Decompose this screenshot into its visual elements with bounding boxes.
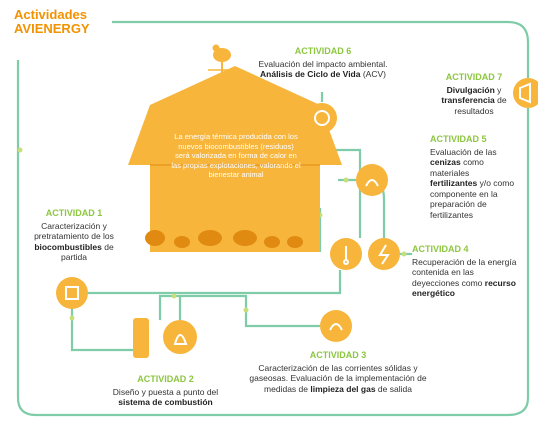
- activity-6: ACTIVIDAD 6 Evaluación del impacto ambie…: [258, 46, 388, 80]
- dot: [402, 252, 407, 257]
- text-bold: limpieza del gas: [310, 384, 375, 394]
- activity-2: ACTIVIDAD 2 Diseño y puesta a punto del …: [98, 374, 233, 408]
- page: ActividadesAVIENERGY La energía térmica …: [0, 0, 538, 424]
- dot: [18, 148, 23, 153]
- text-bold: sistema de combustión: [118, 397, 212, 407]
- activity-title: ACTIVIDAD 1: [26, 208, 122, 219]
- text: Caracterización y pretratamiento de los: [34, 221, 114, 242]
- activity-title: ACTIVIDAD 2: [98, 374, 233, 385]
- icon-6: [307, 103, 337, 133]
- title-line: Actividades: [14, 8, 90, 22]
- icon-2a: [133, 318, 149, 358]
- icon-2b: [163, 320, 197, 354]
- activity-5: ACTIVIDAD 5 Evaluación de las cenizas co…: [430, 134, 518, 220]
- text-bold: biocombustibles: [34, 242, 102, 252]
- icon-7: [513, 78, 538, 108]
- title-line: AVIENERGY: [14, 22, 90, 36]
- dot: [70, 316, 75, 321]
- text: de salida: [376, 384, 412, 394]
- text-bold: Divulgación: [447, 85, 495, 95]
- barn-text: La energía térmica producida con los nue…: [170, 132, 302, 180]
- dot: [172, 294, 177, 299]
- icon-3: [320, 310, 352, 342]
- text-bold: Análisis de Ciclo de Vida: [260, 69, 360, 79]
- activity-title: ACTIVIDAD 3: [238, 350, 438, 361]
- link-1-4: [88, 270, 340, 293]
- activity-title: ACTIVIDAD 4: [412, 244, 520, 255]
- text: Evaluación del impacto ambiental.: [259, 59, 388, 69]
- dot: [344, 178, 349, 183]
- text: y: [495, 85, 502, 95]
- activity-title: ACTIVIDAD 6: [258, 46, 388, 57]
- activity-title: ACTIVIDAD 7: [438, 72, 510, 83]
- activity-1: ACTIVIDAD 1 Caracterización y pretratami…: [26, 208, 122, 263]
- text: (ACV): [360, 69, 386, 79]
- text-bold: cenizas: [430, 157, 461, 167]
- icon-1: [56, 277, 88, 309]
- activity-7: ACTIVIDAD 7 Divulgación y transferencia …: [438, 72, 510, 116]
- text: Evaluación de las: [430, 147, 497, 157]
- activity-3: ACTIVIDAD 3 Caracterización de las corri…: [238, 350, 438, 394]
- activity-4: ACTIVIDAD 4 Recuperación de la energía c…: [412, 244, 520, 299]
- text-bold: transferencia: [441, 95, 494, 105]
- text-bold: fertilizantes: [430, 178, 477, 188]
- text: Diseño y puesta a punto del: [113, 387, 218, 397]
- activity-title: ACTIVIDAD 5: [430, 134, 518, 145]
- dot: [244, 308, 249, 313]
